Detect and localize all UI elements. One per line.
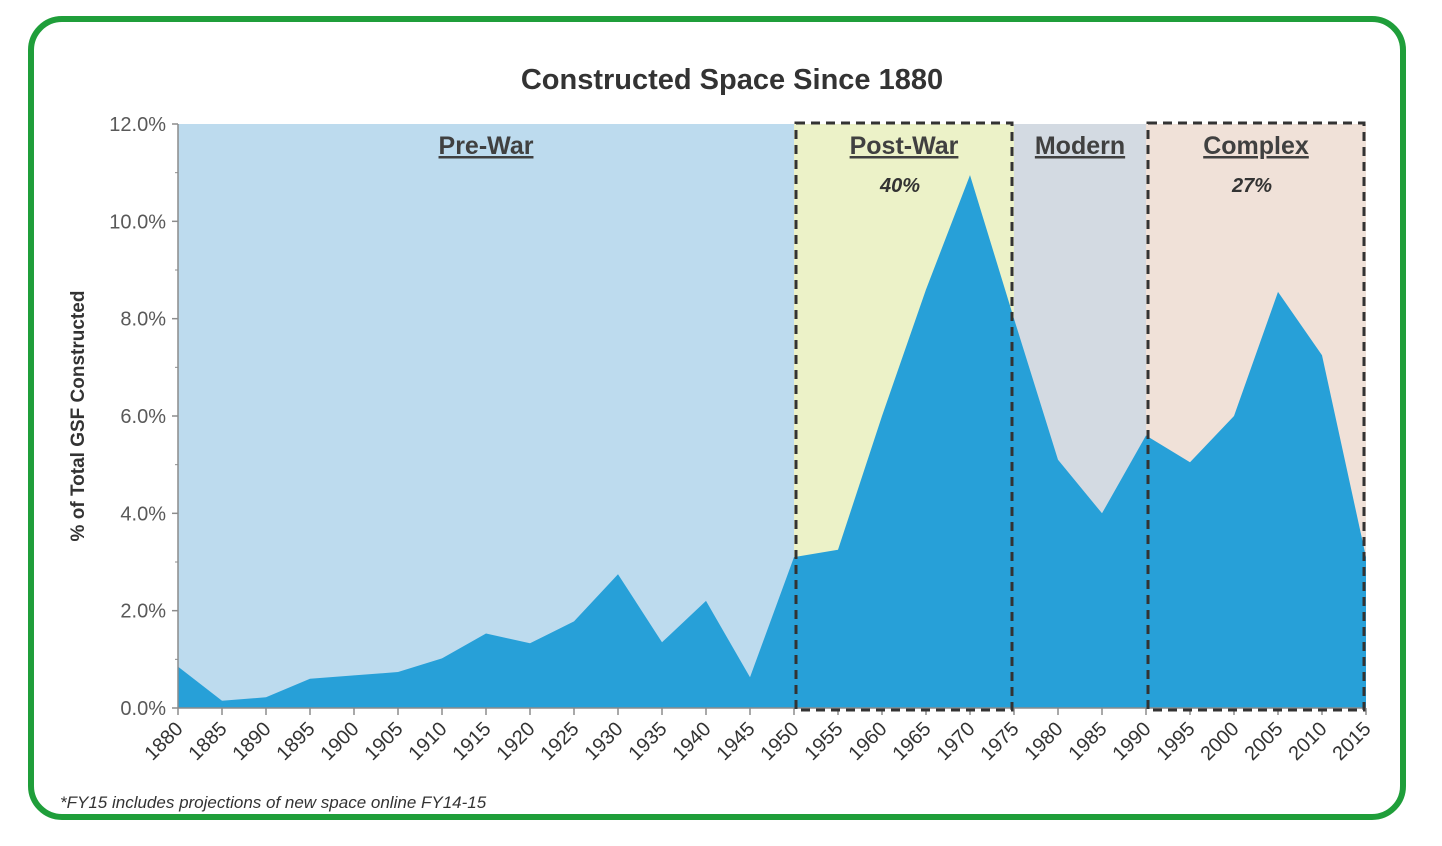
chart-title: Constructed Space Since 1880	[521, 64, 943, 96]
x-tick-label: 1950	[757, 718, 804, 765]
era-label-pre-war: Pre-War	[439, 132, 534, 160]
footnote: *FY15 includes projections of new space …	[60, 793, 487, 812]
era-outlines	[794, 121, 1366, 712]
era-label-complex: Complex	[1203, 132, 1309, 160]
era-percent-post-war: 40%	[879, 175, 920, 197]
x-tick-label: 1995	[1153, 718, 1200, 765]
x-tick-label: 1900	[317, 718, 364, 765]
x-tick-label: 1965	[889, 718, 936, 765]
x-tick-label: 1945	[713, 718, 760, 765]
x-tick-label: 1940	[669, 718, 716, 765]
y-axis-label: % of Total GSF Constructed	[68, 291, 89, 542]
era-outline-complex	[1146, 121, 1366, 712]
x-tick-label: 1885	[185, 718, 232, 765]
x-tick-label: 1915	[449, 718, 496, 765]
x-tick-label: 1910	[405, 718, 452, 765]
y-tick-label: 6.0%	[120, 406, 166, 428]
era-label-modern: Modern	[1035, 132, 1125, 160]
x-tick-label: 1980	[1021, 718, 1068, 765]
era-band-pre-war	[178, 124, 794, 708]
y-tick-label: 4.0%	[120, 503, 166, 525]
era-percent-complex: 27%	[1231, 175, 1272, 197]
area-fill	[178, 175, 1366, 709]
x-tick-label: 2000	[1197, 718, 1244, 765]
x-tick-label: 1880	[141, 718, 188, 765]
x-tick-label: 1975	[977, 718, 1024, 765]
x-tick-label: 1890	[229, 718, 276, 765]
era-outline-post-war	[794, 121, 1014, 712]
x-tick-label: 1895	[273, 718, 320, 765]
era-label-post-war: Post-War	[850, 132, 959, 160]
area-series	[177, 175, 1367, 709]
y-tick-label: 8.0%	[120, 309, 166, 331]
x-tick-label: 1905	[361, 718, 408, 765]
x-tick-label: 1935	[625, 718, 672, 765]
x-tick-label: 2015	[1329, 718, 1376, 765]
x-tick-label: 1930	[581, 718, 628, 765]
x-tick-label: 1990	[1109, 718, 1156, 765]
y-tick-label: 2.0%	[120, 601, 166, 623]
x-tick-label: 1960	[845, 718, 892, 765]
y-tick-label: 10.0%	[109, 211, 166, 233]
y-tick-label: 12.0%	[109, 114, 166, 136]
y-tick-label: 0.0%	[120, 698, 166, 720]
x-tick-label: 1955	[801, 718, 848, 765]
x-tick-label: 1920	[493, 718, 540, 765]
era-labels: Pre-War Post-War 40% Modern Complex 27%	[439, 132, 1309, 197]
x-tick-label: 1985	[1065, 718, 1112, 765]
x-tick-label: 1925	[537, 718, 584, 765]
x-tick-label: 1970	[933, 718, 980, 765]
x-tick-label: 2010	[1285, 718, 1332, 765]
x-tick-label: 2005	[1241, 718, 1288, 765]
